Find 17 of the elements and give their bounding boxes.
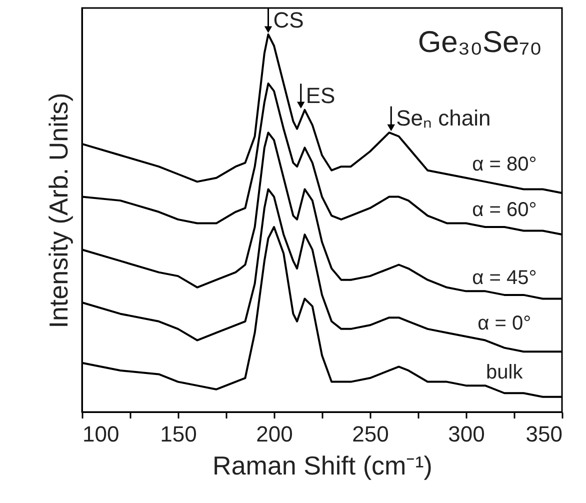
series-label: α = 80° (472, 154, 537, 176)
series-label: α = 0° (478, 312, 532, 334)
series-label: α = 60° (472, 198, 537, 221)
annotation: CS (273, 7, 304, 32)
x-tick-label: 200 (256, 422, 293, 446)
x-tick-label: 250 (352, 422, 389, 446)
x-tick-label: 300 (448, 422, 485, 446)
annotation: ES (306, 82, 336, 108)
series-label: bulk (486, 361, 524, 384)
annotation: Seₙ chain (396, 105, 491, 130)
x-axis-title: Raman Shift (cm⁻¹) (212, 450, 432, 480)
x-tick-label: 350 (526, 422, 562, 446)
series-label: α = 45° (472, 266, 537, 289)
x-tick-label: 150 (160, 422, 197, 446)
x-tick-label: 100 (82, 422, 120, 446)
y-axis-title: Intensity (Arb. Units) (44, 92, 74, 328)
annotation: Ge₃₀Se₇₀ (418, 26, 542, 59)
